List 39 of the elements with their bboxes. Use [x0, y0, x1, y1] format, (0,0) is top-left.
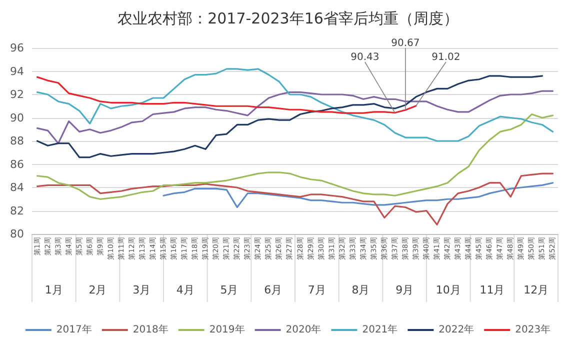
legend-label: 2018年 [132, 324, 168, 336]
text: 12月 [524, 284, 549, 296]
text: 5月 [220, 284, 238, 296]
line-series [36, 75, 544, 158]
y-tick-label: 92 [10, 88, 24, 101]
legend-label: 2022年 [438, 324, 474, 336]
chart-title: 农业农村部：2017-2023年16省宰后均重（周度） [118, 10, 458, 28]
legend-label: 2023年 [515, 324, 551, 336]
line-series [36, 68, 554, 142]
line-series [36, 113, 554, 200]
y-tick-label: 80 [10, 228, 24, 240]
y-tick-label: 82 [10, 204, 24, 218]
y-tick-label: 94 [10, 64, 24, 78]
text: 11月 [480, 284, 505, 296]
annotation: 91.02 [432, 52, 460, 63]
text: 10月 [436, 284, 461, 296]
text: 9月 [396, 284, 414, 296]
text: 3月 [132, 284, 151, 296]
y-tick-label: 88 [10, 134, 24, 148]
y-tick-label: 90 [10, 111, 24, 124]
y-tick-label: 96 [10, 42, 24, 54]
legend-label: 2020年 [286, 324, 322, 336]
text: 8月 [352, 284, 370, 296]
legend-label: 2021年 [362, 324, 398, 336]
line-series [36, 90, 554, 144]
legend-label: 2019年 [209, 324, 245, 336]
legend-label: 2017年 [56, 324, 92, 336]
y-tick-label: 84 [10, 181, 24, 194]
annotation: 90.43 [350, 52, 380, 63]
line-series [162, 182, 554, 208]
y-tick-label: 86 [10, 158, 24, 171]
text: 1月 [44, 284, 63, 296]
line-series [36, 76, 417, 114]
annotation: 90.67 [391, 38, 420, 49]
text: 4月 [176, 284, 194, 296]
text: 2月 [88, 284, 107, 296]
text: 7月 [308, 284, 326, 296]
line-series [36, 172, 554, 226]
text: 6月 [264, 284, 282, 296]
